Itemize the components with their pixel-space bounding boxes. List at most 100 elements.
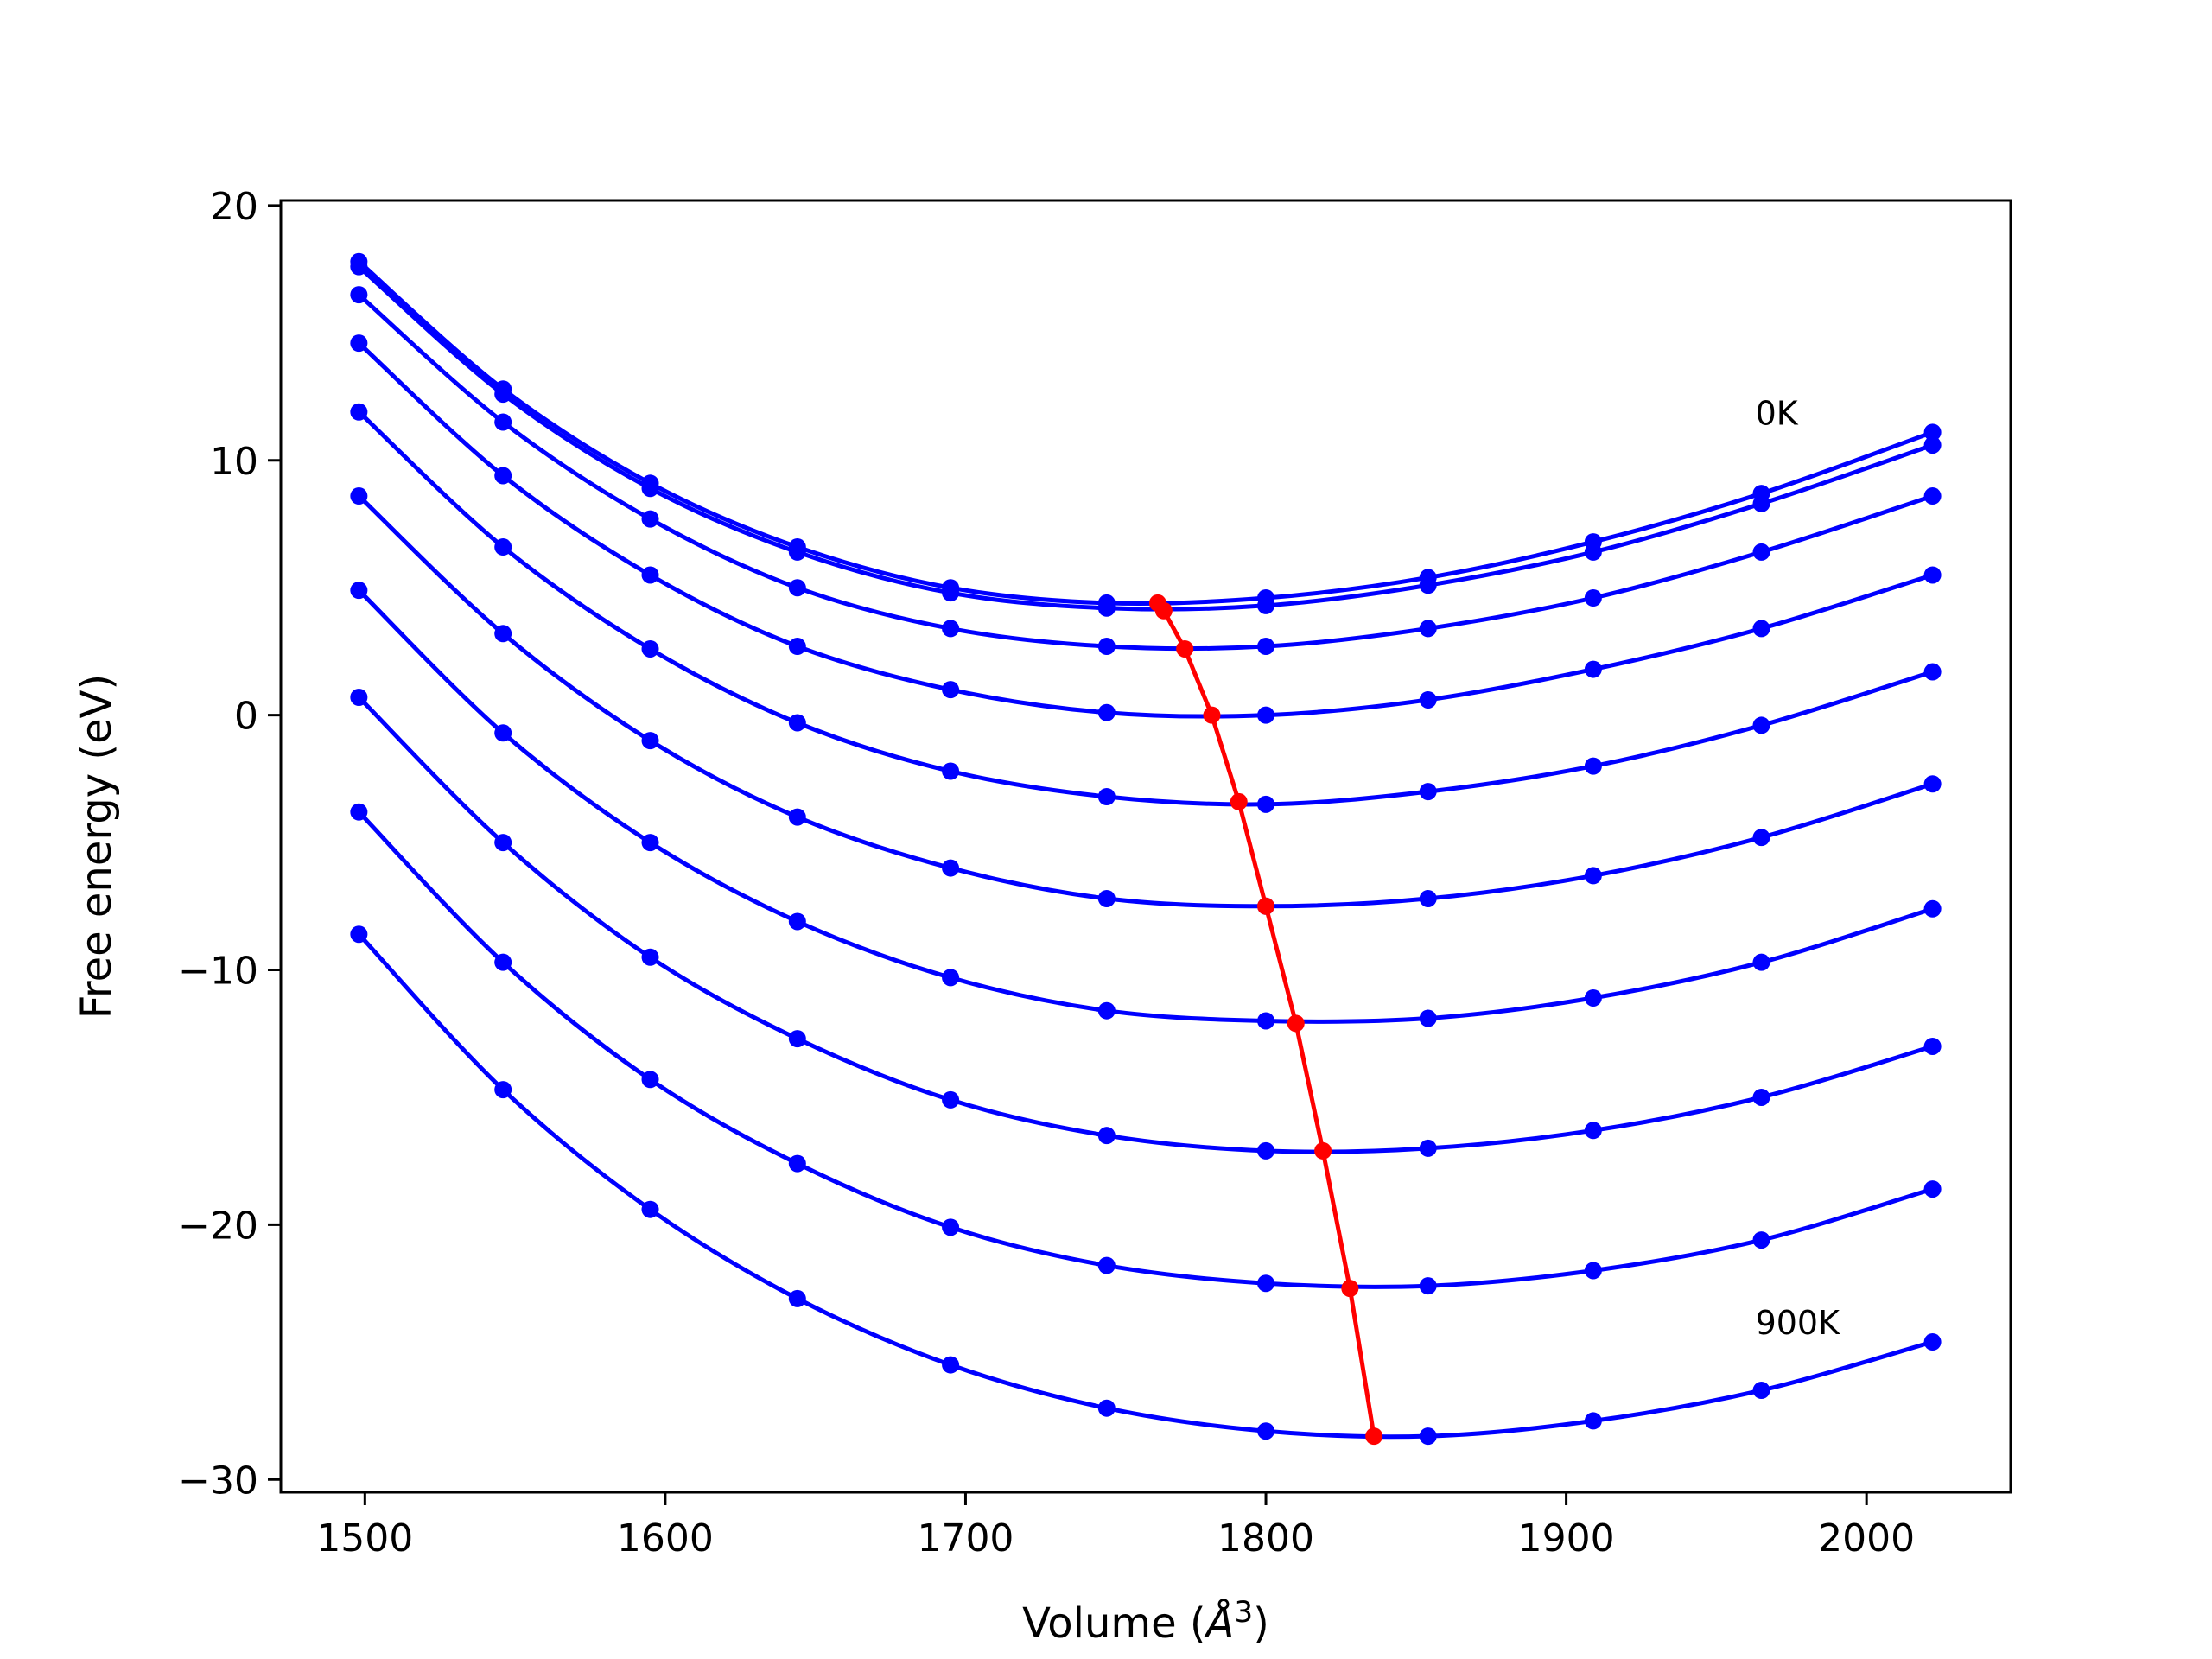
data-point — [942, 969, 960, 987]
data-point — [1752, 953, 1770, 971]
data-point — [641, 1200, 659, 1218]
minimum-point — [1314, 1141, 1332, 1160]
data-point — [1584, 660, 1602, 678]
data-point — [1097, 599, 1116, 617]
data-point — [350, 286, 368, 304]
data-point — [942, 859, 960, 877]
label-group: 0K 900K Volume (Å3) Free energy (eV) — [73, 394, 1840, 1648]
data-point — [350, 487, 368, 505]
free-energy-curve-6 — [357, 588, 1934, 1024]
data-point — [788, 1154, 806, 1173]
data-point — [788, 579, 806, 597]
data-point — [350, 689, 368, 706]
data-point — [1752, 494, 1770, 512]
free-energy-curve-3 — [357, 341, 1934, 719]
data-point — [494, 467, 512, 485]
y-tick-label: 0 — [234, 695, 258, 739]
data-point — [1419, 620, 1437, 638]
data-point — [1097, 638, 1116, 656]
data-point — [350, 334, 368, 353]
data-point — [494, 625, 512, 643]
minima-line — [1155, 601, 1376, 1437]
data-point — [1257, 1141, 1275, 1160]
data-point — [788, 1030, 806, 1048]
free-energy-curve-1 — [357, 264, 1934, 612]
data-point — [1584, 867, 1602, 885]
data-point — [1419, 783, 1437, 801]
data-point — [1923, 1037, 1942, 1055]
minimum-point — [1287, 1014, 1305, 1033]
data-point — [641, 639, 659, 658]
data-point — [1419, 576, 1437, 594]
data-point — [1097, 1001, 1116, 1020]
data-point — [1257, 1012, 1275, 1030]
data-point — [942, 681, 960, 699]
y-tick-label: −20 — [178, 1204, 258, 1248]
data-point — [1584, 988, 1602, 1007]
x-tick-label: 1500 — [316, 1516, 413, 1560]
data-point — [1923, 566, 1942, 584]
data-point — [1097, 788, 1116, 805]
data-point — [1257, 1422, 1275, 1440]
data-point — [1419, 1427, 1437, 1446]
x-tick-label: 1900 — [1518, 1516, 1615, 1560]
minimum-point — [1230, 792, 1248, 810]
data-point — [942, 1218, 960, 1236]
data-point — [494, 953, 512, 971]
data-point — [1257, 596, 1275, 614]
data-point — [1419, 889, 1437, 907]
data-point — [350, 803, 368, 821]
data-point — [350, 257, 368, 276]
data-point — [494, 385, 512, 404]
data-point — [1752, 716, 1770, 734]
data-point — [942, 620, 960, 638]
data-point — [350, 403, 368, 421]
data-point — [350, 582, 368, 600]
data-point — [1923, 1333, 1942, 1351]
free-energy-curve-7 — [357, 696, 1934, 1154]
data-point — [1752, 1088, 1770, 1106]
data-point — [641, 948, 659, 966]
data-point — [1584, 757, 1602, 775]
data-point — [494, 834, 512, 852]
y-tick-label: 20 — [210, 185, 258, 229]
data-point — [641, 566, 659, 584]
plot-frame — [279, 199, 2012, 1494]
data-point — [1752, 1382, 1770, 1400]
data-point — [641, 834, 659, 852]
data-point — [1419, 1277, 1437, 1295]
data-point — [641, 480, 659, 498]
data-point — [942, 584, 960, 602]
data-point — [1097, 1399, 1116, 1417]
data-point — [788, 714, 806, 732]
minima-group — [1148, 594, 1383, 1446]
data-point — [641, 1071, 659, 1089]
data-point — [1923, 436, 1942, 454]
data-point — [788, 1289, 806, 1307]
data-point — [494, 413, 512, 431]
data-point — [1097, 703, 1116, 721]
data-point — [641, 732, 659, 750]
data-point — [1584, 589, 1602, 607]
data-point — [1752, 1231, 1770, 1249]
data-point — [1752, 620, 1770, 638]
data-point — [1257, 1274, 1275, 1293]
minimum-point — [1154, 601, 1173, 620]
data-point — [1419, 1139, 1437, 1157]
x-tick-label: 2000 — [1818, 1516, 1915, 1560]
data-point — [1923, 487, 1942, 505]
minimum-point — [1203, 706, 1221, 724]
y-tick-label: 10 — [210, 440, 258, 484]
minimum-point — [1257, 897, 1275, 915]
data-point — [1923, 423, 1942, 442]
data-point — [1923, 1180, 1942, 1198]
data-point — [350, 925, 368, 944]
data-point — [788, 808, 806, 826]
data-point — [1923, 775, 1942, 793]
data-point — [1419, 1009, 1437, 1027]
x-tick-label: 1700 — [917, 1516, 1014, 1560]
free-energy-curve-5 — [357, 494, 1934, 909]
data-point — [942, 1356, 960, 1374]
x-axis-label: Volume (Å3) — [1022, 1595, 1269, 1648]
